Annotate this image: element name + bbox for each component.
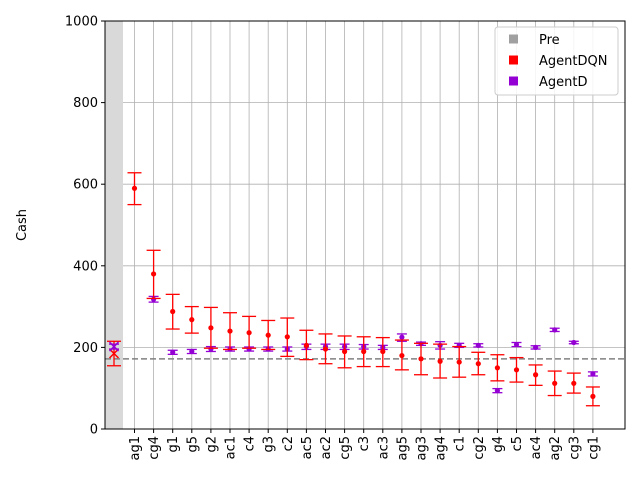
agentdqn-point [475, 361, 481, 367]
x-tick-label: cg1 [586, 436, 601, 460]
agentdqn-point [151, 271, 157, 277]
y-axis: 0 200 400 600 800 1000 [65, 15, 105, 438]
x-tick-label: ac2 [319, 436, 334, 459]
legend-label: AgentDQN [539, 54, 607, 69]
x-tick-label: c5 [510, 436, 525, 451]
agentdqn-point [552, 380, 558, 386]
x-tick-label: cg4 [147, 436, 162, 460]
agentdqn-point [342, 348, 348, 355]
x-tick-label: ag2 [548, 436, 563, 461]
agentd-point [170, 349, 176, 355]
x-tick-label: cg5 [338, 436, 353, 460]
y-tick-label: 200 [73, 341, 98, 356]
x-tick-label: ac5 [300, 436, 315, 459]
agentd-point [590, 371, 596, 377]
x-tick-label: ac3 [376, 436, 391, 459]
agentdqn-point [303, 342, 309, 348]
agentdqn-point [189, 317, 195, 323]
agentdqn-point [170, 308, 176, 315]
legend-box [494, 26, 619, 96]
agentd-point [189, 348, 195, 355]
agentdqn-point [513, 367, 520, 373]
agentdqn-point [399, 352, 405, 359]
x-tick-label: c3 [357, 436, 372, 451]
pre-shade [105, 21, 123, 429]
data-marks [107, 172, 600, 407]
y-axis-label: Cash [15, 209, 30, 241]
legend-marker [509, 76, 518, 86]
agentdqn-point [380, 348, 386, 355]
x-tick-label: ac4 [529, 436, 544, 459]
x-tick-label: ag5 [395, 436, 410, 461]
x-tick-label: g5 [185, 436, 200, 453]
legend-label: AgentD [539, 75, 588, 90]
x-tick-label: g1 [166, 436, 181, 453]
x-axis: ag1 cg4 g1 g5 g2 ac1 c4 g3 c2 ac5 ac2 cg5 c3 ac3 ag5 ag… [128, 429, 601, 461]
pre-agentd-point [108, 341, 120, 352]
x-tick-label: c2 [281, 436, 296, 451]
agentdqn-point [437, 358, 443, 364]
agentd-point [513, 341, 520, 348]
agentdqn-point [418, 356, 424, 362]
agentd-point [552, 327, 558, 333]
agentd-point [399, 334, 405, 340]
x-tick-label: ag1 [128, 436, 143, 461]
agentdqn-point [208, 325, 214, 331]
agentdqn-point [571, 380, 577, 386]
axes-frame [104, 20, 626, 430]
x-tick-label: ac1 [224, 436, 239, 459]
y-tick-label: 800 [73, 96, 98, 111]
legend-label: Pre [539, 33, 560, 48]
agentd-point [494, 388, 500, 394]
agentdqn-point [284, 334, 290, 340]
x-tick-label: g2 [204, 436, 219, 453]
agentdqn-point [456, 359, 462, 365]
legend: Pre AgentDQN AgentD [494, 26, 619, 96]
x-tick-label: cg2 [472, 436, 487, 460]
x-tick-label: g3 [262, 436, 277, 453]
pre-shade-band [105, 21, 123, 429]
agentdqn-point [322, 346, 329, 352]
legend-marker [509, 34, 518, 44]
agentdqn-point [265, 332, 271, 338]
legend-marker [509, 55, 518, 65]
y-tick-label: 600 [73, 178, 98, 193]
agentd-point [475, 342, 481, 348]
agentdqn-point [361, 348, 367, 355]
agentd-point [571, 339, 577, 346]
agentd-point [533, 344, 539, 350]
agentdqn-point [227, 328, 233, 334]
y-tick-label: 0 [90, 423, 98, 438]
y-tick-label: 400 [73, 259, 98, 274]
y-tick-label: 1000 [65, 15, 98, 30]
x-tick-label: c4 [243, 436, 258, 451]
agentdqn-point [590, 393, 596, 399]
x-tick-label: cg3 [567, 436, 582, 460]
x-tick-label: g4 [491, 436, 506, 453]
agentdqn-point [533, 372, 539, 378]
x-tick-label: ag4 [434, 436, 449, 461]
agentdqn-point [494, 365, 500, 371]
x-tick-label: c1 [453, 436, 468, 451]
agentdqn-point [131, 185, 138, 191]
agentdqn-point [246, 330, 252, 336]
x-tick-label: ag3 [415, 436, 430, 461]
